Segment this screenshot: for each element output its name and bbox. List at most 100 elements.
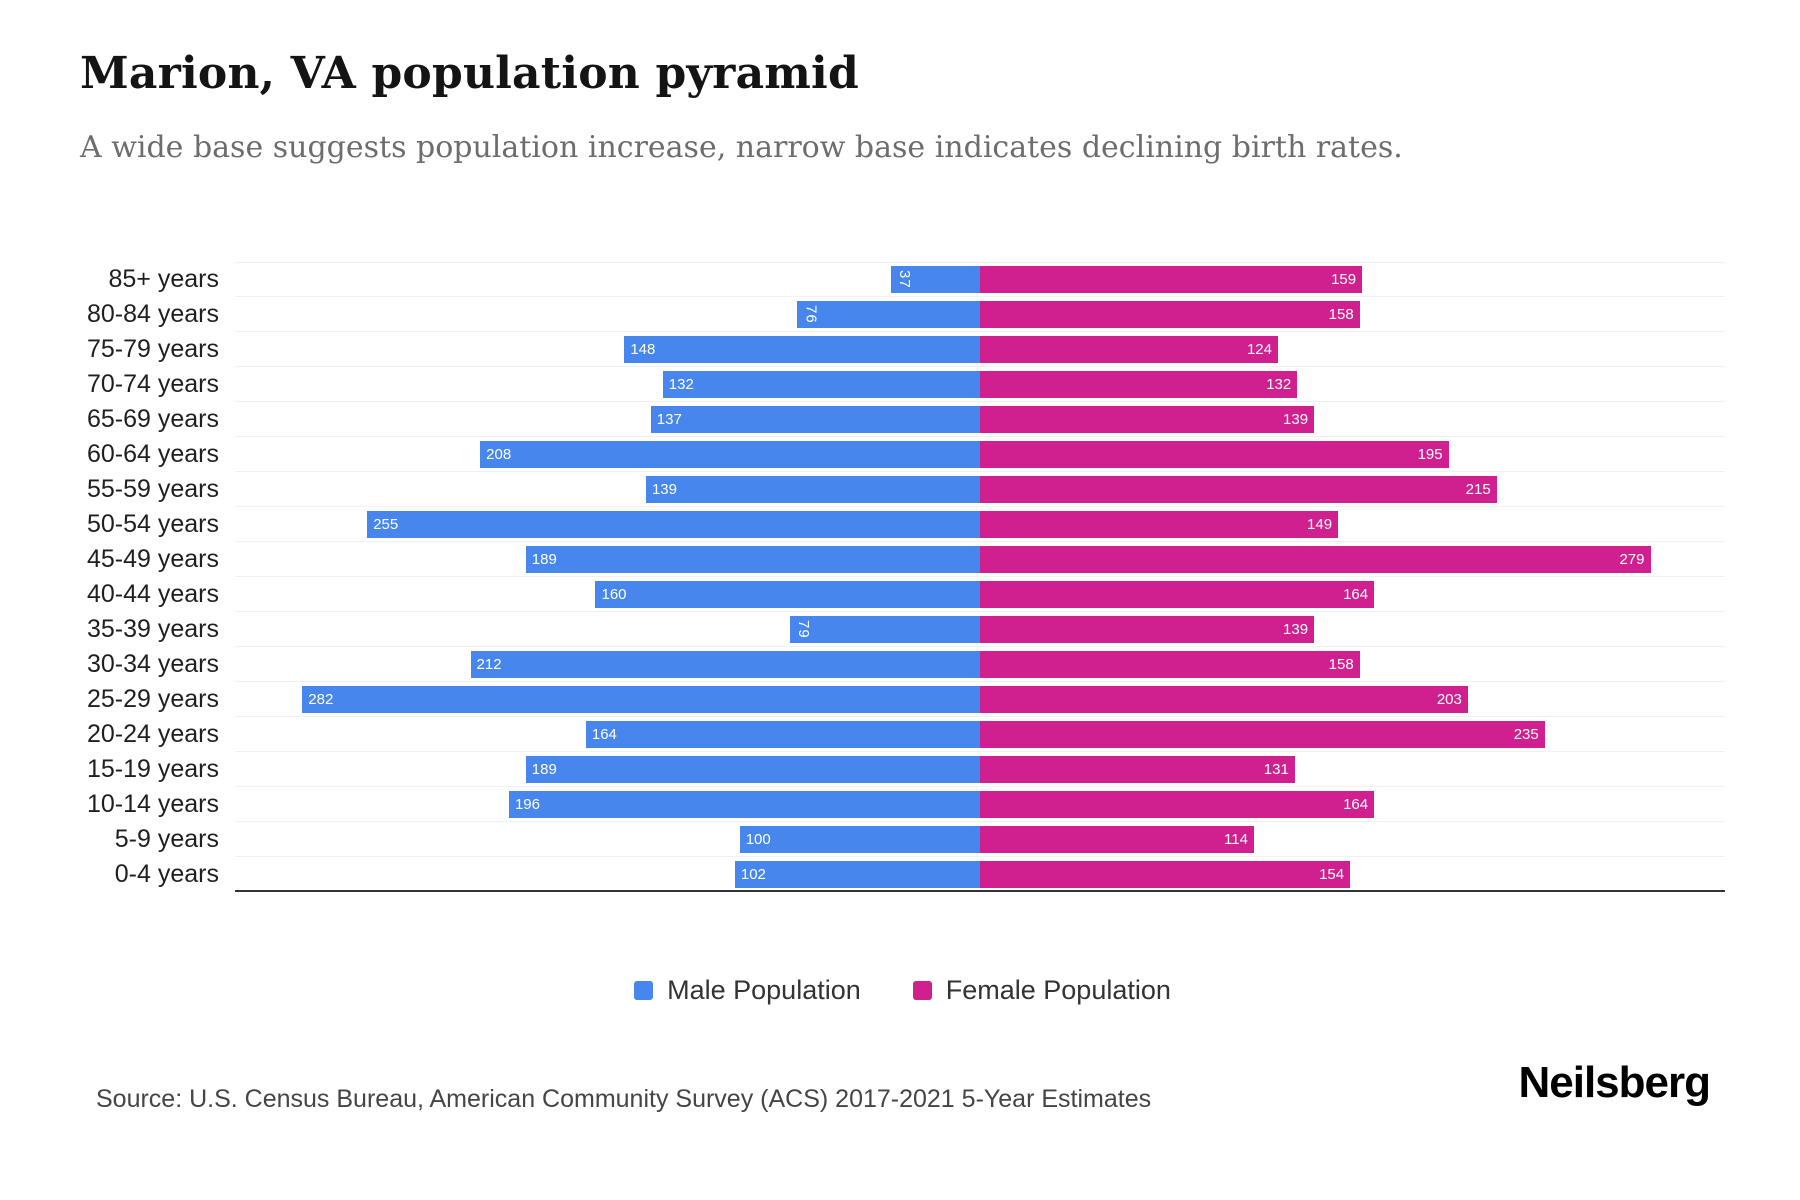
brand-logo: Neilsberg (1518, 1058, 1711, 1107)
age-group-label: 5-9 years (114, 825, 219, 853)
female-bar[interactable]: 159 (980, 266, 1363, 293)
male-bar[interactable]: 139 (645, 475, 980, 503)
female-bar[interactable]: 149 (980, 510, 1339, 538)
female-bar[interactable]: 114 (980, 825, 1254, 853)
female-half: 159 (980, 263, 1725, 296)
male-value-label: 148 (630, 340, 656, 358)
male-value-label: 37 (896, 270, 914, 289)
male-bar[interactable]: 37 (891, 266, 980, 293)
female-half: 195 (980, 437, 1725, 471)
male-value-label: 102 (740, 866, 766, 883)
female-half: 158 (980, 647, 1725, 681)
male-value-label: 189 (531, 550, 557, 568)
pyramid-row: 10-14 years 196 164 (80, 787, 1725, 822)
male-bar[interactable]: 189 (525, 755, 980, 783)
female-bar[interactable]: 124 (980, 335, 1278, 363)
female-half: 164 (980, 577, 1725, 611)
female-bar[interactable]: 195 (980, 440, 1449, 468)
male-value-label: 196 (514, 795, 540, 813)
row-plot-area: 100 114 (235, 822, 1725, 857)
male-value-label: 189 (531, 760, 557, 778)
male-bar[interactable]: 196 (508, 790, 980, 818)
male-bar[interactable]: 282 (302, 685, 980, 713)
female-half: 235 (980, 717, 1725, 751)
female-bar[interactable]: 131 (980, 755, 1295, 783)
male-bar[interactable]: 189 (525, 545, 980, 573)
female-value-label: 235 (1513, 725, 1539, 743)
age-group-label: 20-24 years (86, 720, 219, 748)
pyramid-row: 45-49 years 189 279 (80, 542, 1725, 577)
female-half: 114 (980, 822, 1725, 856)
female-bar[interactable]: 139 (980, 405, 1315, 433)
male-half: 255 (235, 507, 980, 541)
female-half: 131 (980, 752, 1725, 786)
row-plot-area: 102 154 (235, 857, 1725, 892)
female-bar[interactable]: 235 (980, 720, 1545, 748)
male-bar[interactable]: 137 (650, 405, 980, 433)
male-bar[interactable]: 160 (595, 580, 980, 608)
row-plot-area: 132 132 (235, 367, 1725, 402)
age-group-label: 40-44 years (86, 580, 219, 608)
female-bar[interactable]: 203 (980, 685, 1468, 713)
age-group-label: 85+ years (108, 265, 220, 293)
female-half: 215 (980, 472, 1725, 506)
female-value-label: 131 (1263, 760, 1289, 778)
row-plot-area: 189 131 (235, 752, 1725, 787)
female-bar[interactable]: 154 (980, 861, 1351, 888)
x-axis-line (235, 890, 1725, 892)
male-bar[interactable]: 132 (662, 370, 980, 398)
pyramid-row: 20-24 years 164 235 (80, 717, 1725, 752)
female-bar[interactable]: 164 (980, 790, 1375, 818)
female-bar[interactable]: 215 (980, 475, 1497, 503)
legend-item-female[interactable]: Female Population (912, 975, 1171, 1006)
male-bar[interactable]: 148 (624, 335, 980, 363)
age-group-label: 80-84 years (86, 300, 219, 328)
pyramid-row: 40-44 years 160 164 (80, 577, 1725, 612)
male-bar[interactable]: 255 (367, 510, 980, 538)
male-bar[interactable]: 164 (585, 720, 980, 748)
pyramid-row: 75-79 years 148 124 (80, 332, 1725, 367)
female-half: 164 (980, 787, 1725, 821)
male-bar[interactable]: 212 (470, 650, 980, 678)
male-bar[interactable]: 102 (734, 861, 980, 888)
female-half: 132 (980, 367, 1725, 401)
row-plot-area: 137 139 (235, 402, 1725, 437)
male-bar[interactable]: 76 (797, 300, 980, 328)
female-value-label: 154 (1319, 866, 1345, 883)
female-value-label: 158 (1328, 655, 1354, 673)
male-bar[interactable]: 208 (480, 440, 980, 468)
age-group-label: 50-54 years (86, 510, 219, 538)
pyramid-row: 5-9 years 100 114 (80, 822, 1725, 857)
legend-item-male[interactable]: Male Population (634, 975, 861, 1006)
male-half: 102 (235, 857, 980, 892)
male-bar[interactable]: 100 (739, 825, 980, 853)
age-group-label: 0-4 years (114, 860, 219, 888)
row-plot-area: 196 164 (235, 787, 1725, 822)
age-group-label: 70-74 years (86, 370, 219, 398)
male-value-label: 282 (308, 690, 334, 708)
male-value-label: 139 (651, 480, 677, 498)
male-value-label: 212 (476, 655, 502, 673)
female-bar[interactable]: 279 (980, 545, 1651, 573)
row-plot-area: 255 149 (235, 507, 1725, 542)
female-bar[interactable]: 158 (980, 650, 1360, 678)
male-value-label: 208 (486, 445, 512, 463)
male-half: 100 (235, 822, 980, 856)
female-value-label: 158 (1328, 305, 1354, 323)
age-group-label: 25-29 years (86, 685, 219, 713)
pyramid-row: 0-4 years 102 154 (80, 857, 1725, 892)
female-bar[interactable]: 164 (980, 580, 1375, 608)
female-value-label: 215 (1465, 480, 1491, 498)
female-value-label: 203 (1436, 690, 1462, 708)
row-plot-area: 37 159 (235, 262, 1725, 297)
female-half: 139 (980, 402, 1725, 436)
female-bar[interactable]: 139 (980, 615, 1315, 643)
male-value-label: 100 (745, 830, 771, 848)
male-value-label: 160 (601, 585, 627, 603)
female-bar[interactable]: 132 (980, 370, 1298, 398)
male-half: 164 (235, 717, 980, 751)
female-bar[interactable]: 158 (980, 300, 1360, 328)
male-bar[interactable]: 79 (790, 615, 980, 643)
age-group-label: 60-64 years (86, 440, 219, 468)
row-plot-area: 160 164 (235, 577, 1725, 612)
